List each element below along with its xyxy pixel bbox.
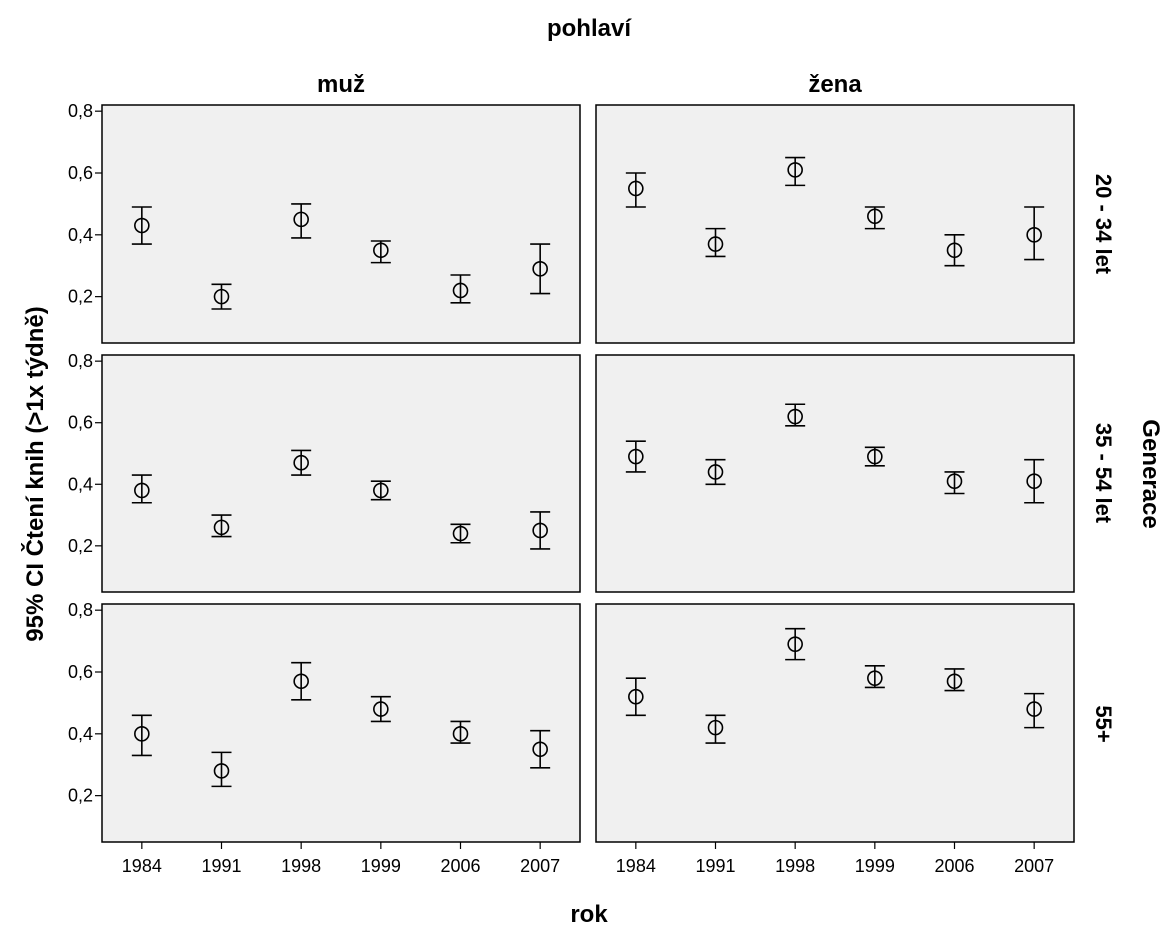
y-tick-label: 0,8 <box>68 101 93 121</box>
mean-point-1984 <box>628 688 644 705</box>
y-tick-label: 0,8 <box>68 600 93 620</box>
mean-point-2007 <box>532 522 548 539</box>
mean-point-1999 <box>373 701 389 717</box>
panel-zena-20-34-let-background <box>595 104 1075 344</box>
x-tick-label: 1999 <box>361 856 401 876</box>
x-tick-label: 1991 <box>201 856 241 876</box>
x-tick-label: 1998 <box>775 856 815 876</box>
mean-point-1998 <box>293 211 309 228</box>
y-tick-label: 0,4 <box>68 225 93 245</box>
mean-point-1999 <box>373 482 389 499</box>
mean-point-2007 <box>532 261 548 277</box>
y-tick-label: 0,2 <box>68 536 93 556</box>
mean-point-1999 <box>373 242 389 259</box>
mean-point-1991 <box>213 763 230 779</box>
mean-point-1991 <box>707 236 724 252</box>
row-label-55plus: 55+ <box>1091 705 1116 742</box>
panel-zena-35-54-let <box>595 354 1075 593</box>
y-tick-label: 0,2 <box>68 287 93 307</box>
panel-muz-35-54-let: 0,2 0,4 0,6 0,8 <box>68 351 581 593</box>
mean-point-1984 <box>134 217 150 234</box>
x-tick-label: 2007 <box>520 856 560 876</box>
y-tick-label: 0,8 <box>68 351 93 371</box>
mean-point-1999 <box>867 208 883 225</box>
mean-point-2007 <box>1026 473 1042 489</box>
mean-point-1999 <box>867 448 883 465</box>
mean-point-1984 <box>134 482 150 499</box>
panel-muz-20-34-let-background <box>101 104 581 344</box>
mean-point-1984 <box>628 448 644 465</box>
mean-point-1984 <box>134 726 150 742</box>
x-axis-title: rok <box>570 901 608 926</box>
y-tick-label: 0,6 <box>68 163 93 183</box>
mean-point-2006 <box>452 726 469 742</box>
chart-title: pohlaví <box>547 15 632 42</box>
y-axis-title: 95% CI Čtení knih (>1x týdně) <box>21 306 49 641</box>
x-tick-label: 1998 <box>281 856 321 876</box>
mean-point-2006 <box>946 673 963 690</box>
mean-point-1998 <box>293 454 309 471</box>
mean-point-2006 <box>946 242 963 259</box>
y-tick-label: 0,6 <box>68 413 93 433</box>
y-tick-label: 0,6 <box>68 662 93 682</box>
mean-point-1991 <box>707 719 724 736</box>
y-tick-label: 0,4 <box>68 474 93 494</box>
panel-zena-20-34-let <box>595 104 1075 344</box>
mean-point-1998 <box>787 162 803 178</box>
panel-muz-55-background <box>101 603 581 843</box>
mean-point-1991 <box>213 288 230 305</box>
panel-zena-55: 1984 1991 1998 1999 2006 2007 <box>595 603 1075 876</box>
mean-point-1999 <box>867 670 883 686</box>
mean-point-2006 <box>452 282 469 299</box>
mean-point-1991 <box>707 464 724 480</box>
mean-point-1998 <box>293 673 309 690</box>
mean-point-1984 <box>628 180 644 197</box>
x-tick-label: 1991 <box>695 856 735 876</box>
y-tick-label: 0,4 <box>68 724 93 744</box>
row-label-35-54: 35 - 54 let <box>1091 423 1116 524</box>
mean-point-2007 <box>532 741 548 758</box>
mean-point-1991 <box>213 519 230 536</box>
panels-layer: 0,2 0,4 0,6 0,8 0,2 0,4 0,6 0,8 0,2 0,4 0,6 0,8 1984… <box>68 101 1075 876</box>
x-tick-label: 2007 <box>1014 856 1054 876</box>
panel-muz-35-54-let-background <box>101 354 581 593</box>
panel-zena-55-background <box>595 603 1075 843</box>
mean-point-2007 <box>1026 227 1042 243</box>
column-label-zena: žena <box>808 71 862 98</box>
panel-zena-35-54-let-background <box>595 354 1075 593</box>
x-tick-label: 1984 <box>122 856 162 876</box>
row-label-20-34: 20 - 34 let <box>1091 174 1116 275</box>
y-tick-label: 0,2 <box>68 786 93 806</box>
column-label-muz: muž <box>317 71 365 98</box>
row-facet-title: Generace <box>1137 419 1164 528</box>
panel-muz-20-34-let: 0,2 0,4 0,6 0,8 <box>68 101 581 344</box>
panel-muz-55: 0,2 0,4 0,6 0,8 1984 1991 1998 1999 2006 2007 <box>68 600 581 876</box>
mean-point-1998 <box>787 408 803 425</box>
x-tick-label: 1984 <box>616 856 656 876</box>
x-tick-label: 2006 <box>440 856 480 876</box>
mean-point-2007 <box>1026 701 1042 717</box>
x-tick-label: 1999 <box>855 856 895 876</box>
mean-point-1998 <box>787 636 803 652</box>
x-tick-label: 2006 <box>934 856 974 876</box>
mean-point-2006 <box>946 473 963 489</box>
mean-point-2006 <box>452 525 469 542</box>
